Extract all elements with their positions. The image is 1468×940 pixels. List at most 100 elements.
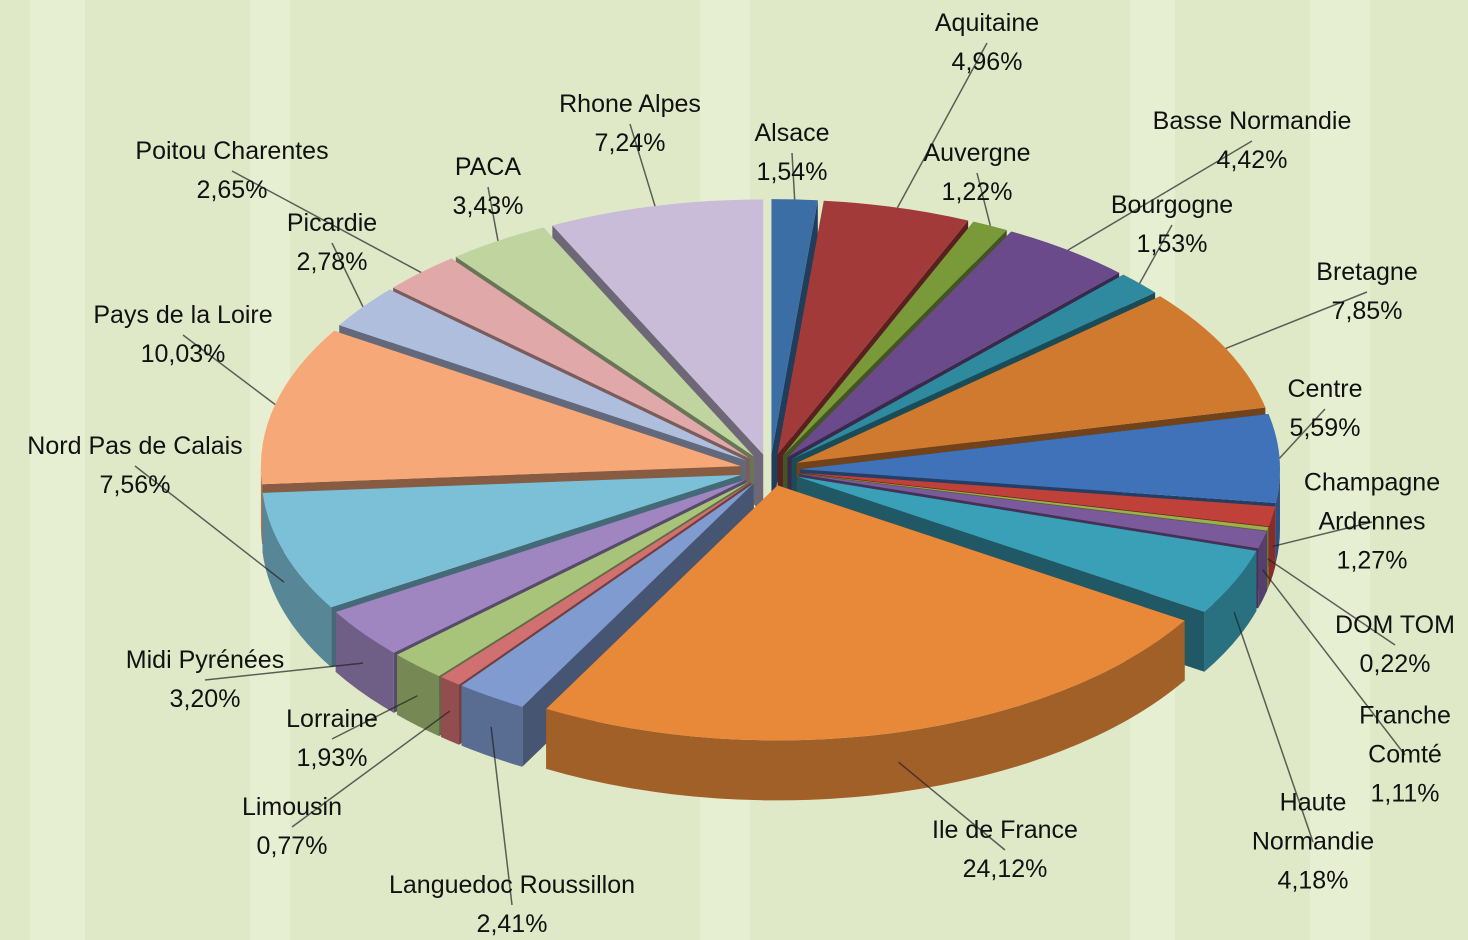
slice: [455, 227, 754, 457]
slice-side: [260, 466, 263, 545]
leader-line: [182, 334, 276, 406]
leader-line: [1278, 408, 1326, 459]
category-label: Basse Normandie: [1152, 107, 1352, 135]
data-label: Languedoc Roussillon 2,41%: [389, 866, 635, 940]
leader-line: [1138, 224, 1173, 284]
value-label: 2,65%: [196, 176, 268, 204]
slice: [799, 413, 1280, 503]
value-label: 3,20%: [169, 685, 241, 713]
data-label: Picardie 2,78%: [287, 204, 377, 282]
category-label: Midi Pyrénées: [125, 646, 285, 674]
category-label: Poitou Charentes: [135, 137, 329, 165]
category-label: Alsace: [754, 119, 830, 147]
data-label: Poitou Charentes 2,65%: [135, 132, 328, 210]
value-label: 10,03%: [140, 340, 226, 368]
slice: [397, 481, 750, 677]
value-label: 1,54%: [756, 158, 828, 186]
data-label: Bourgogne 1,53%: [1111, 186, 1233, 264]
leader-line: [1262, 569, 1406, 756]
value-label: 7,56%: [99, 471, 171, 499]
slice: [791, 274, 1156, 460]
slice: [552, 199, 764, 455]
slice: [335, 479, 747, 653]
data-label: Pays de la Loire 10,03%: [93, 296, 272, 374]
slice-side: [335, 611, 394, 713]
category-label: Ile de France: [932, 816, 1078, 844]
value-label: 4,18%: [1277, 866, 1349, 895]
category-label: Centre: [1287, 375, 1363, 403]
leader-line: [487, 186, 499, 241]
slice-side: [546, 620, 1185, 801]
leader-line: [1272, 521, 1373, 548]
slice-side: [1267, 527, 1269, 591]
slice: [393, 258, 750, 459]
data-label: Centre 5,59%: [1287, 370, 1362, 448]
category-label: Bourgogne: [1110, 191, 1234, 219]
data-label: Aquitaine 4,96%: [935, 4, 1039, 82]
data-label: Alsace 1,54%: [754, 114, 829, 192]
leader-line: [976, 172, 992, 226]
value-label: 7,85%: [1331, 297, 1403, 325]
value-label: 24,12%: [962, 855, 1048, 883]
slice: [262, 474, 742, 608]
leader-line: [1233, 611, 1314, 843]
value-label: 3,43%: [452, 192, 524, 220]
slice: [796, 296, 1266, 463]
value-label: 4,42%: [1216, 146, 1288, 174]
value-label: 7,24%: [594, 129, 666, 157]
value-label: 1,53%: [1136, 230, 1208, 258]
leader-line: [1225, 291, 1368, 350]
leader-line: [1267, 558, 1396, 646]
leader-line: [490, 726, 513, 906]
slice: [797, 476, 1257, 612]
category-label: Franche Comté: [1359, 701, 1451, 769]
data-label: Auvergne 1,22%: [923, 134, 1030, 212]
data-label: Ile de France 24,12%: [932, 811, 1078, 889]
slice: [782, 221, 1007, 456]
slice-side: [1268, 506, 1276, 587]
category-label: Champagne Ardennes: [1303, 468, 1441, 536]
category-label: Picardie: [286, 209, 378, 237]
value-label: 0,22%: [1359, 650, 1431, 678]
category-label: Rhone Alpes: [559, 90, 701, 118]
slice-side: [1204, 550, 1257, 672]
leader-line: [1067, 140, 1253, 251]
data-label: Rhone Alpes 7,24%: [559, 85, 701, 163]
value-label: 1,93%: [296, 744, 368, 772]
data-label: Basse Normandie 4,42%: [1153, 102, 1352, 180]
slice: [777, 200, 969, 455]
value-label: 0,77%: [256, 832, 328, 860]
slice: [461, 483, 754, 707]
category-label: Languedoc Roussillon: [388, 871, 636, 899]
data-label: Nord Pas de Calais 7,56%: [27, 427, 242, 505]
data-label: DOM TOM 0,22%: [1335, 606, 1455, 684]
slice: [787, 231, 1120, 458]
value-label: 4,96%: [951, 48, 1023, 76]
data-label: Midi Pyrénées 3,20%: [126, 641, 284, 719]
category-label: Lorraine: [286, 705, 378, 733]
slice: [546, 485, 1185, 741]
leader-line: [231, 170, 422, 274]
slice-side: [1275, 469, 1280, 563]
slice: [798, 474, 1267, 549]
data-label: Bretagne 7,85%: [1316, 253, 1417, 331]
category-label: Limousin: [241, 793, 343, 821]
category-label: Haute Normandie: [1251, 788, 1375, 856]
category-label: Bretagne: [1316, 258, 1418, 286]
slice-side: [440, 676, 460, 745]
category-label: DOM TOM: [1335, 611, 1455, 639]
data-label: Limousin 0,77%: [242, 788, 342, 866]
data-label: PACA 3,43%: [453, 148, 524, 226]
value-label: 1,22%: [941, 178, 1013, 206]
leader-line: [204, 662, 363, 681]
category-label: Auvergne: [923, 139, 1031, 167]
slice-side: [262, 492, 332, 668]
slice-side: [397, 654, 440, 737]
slice-side: [461, 685, 523, 767]
slice: [440, 482, 752, 685]
value-label: 1,27%: [1336, 546, 1408, 575]
value-label: 2,78%: [296, 248, 368, 276]
data-label: Franche Comté 1,11%: [1340, 697, 1468, 814]
